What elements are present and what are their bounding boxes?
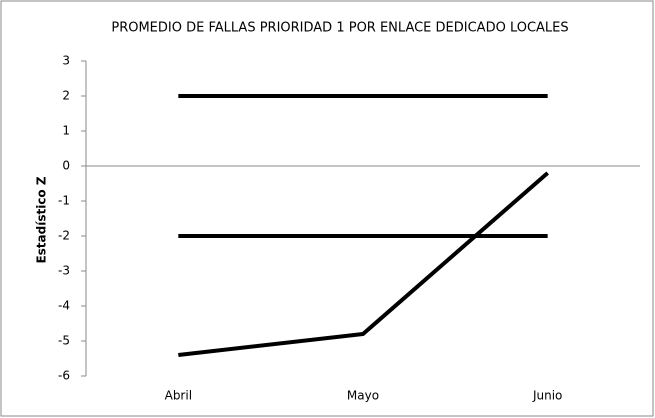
x-tick-label: Mayo — [347, 389, 379, 403]
x-tick-label: Junio — [532, 389, 562, 403]
x-tick-label: Abril — [165, 389, 192, 403]
y-tick-label: -3 — [58, 264, 70, 278]
y-axis-label: Estadístico Z — [35, 176, 49, 263]
y-tick-label: -4 — [58, 299, 70, 313]
y-tick-label: 3 — [62, 54, 70, 68]
chart-title: PROMEDIO DE FALLAS PRIORIDAD 1 POR ENLAC… — [111, 21, 568, 36]
series-line — [178, 171, 549, 357]
y-tick-label: -5 — [58, 334, 70, 348]
y-tick-label: -2 — [58, 229, 70, 243]
y-tick-label: 1 — [62, 124, 70, 138]
y-tick-label: -1 — [58, 194, 70, 208]
y-tick-label: 0 — [62, 159, 70, 173]
y-tick-label: 2 — [62, 89, 70, 103]
y-tick-label: -6 — [58, 369, 70, 383]
